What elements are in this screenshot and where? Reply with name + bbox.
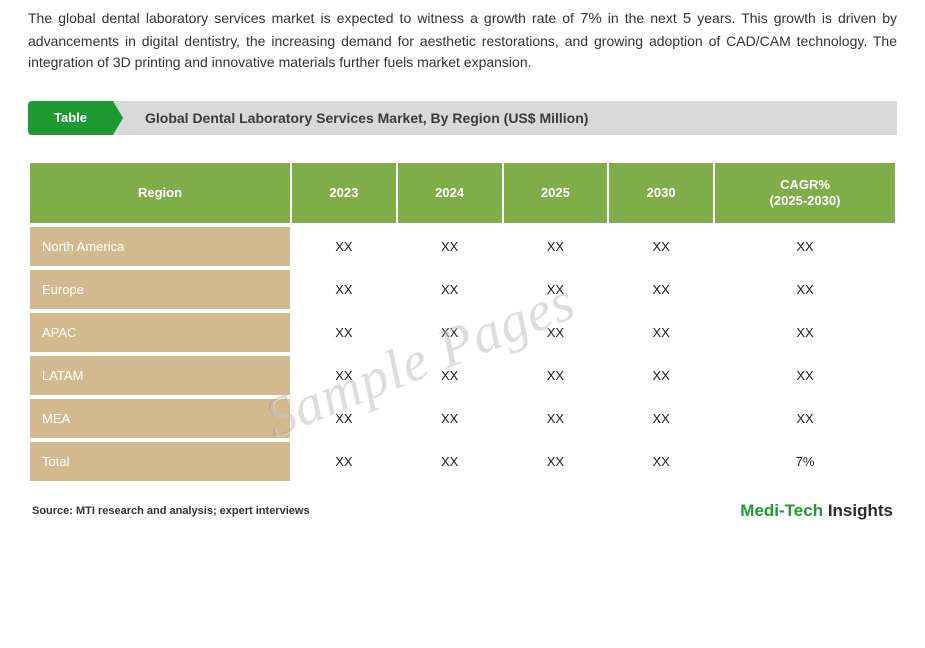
region-cell: LATAM: [30, 356, 290, 395]
value-cell: XX: [398, 442, 502, 481]
value-cell: XX: [398, 313, 502, 352]
value-cell: XX: [504, 227, 608, 266]
table-title-text: Global Dental Laboratory Services Market…: [123, 101, 897, 135]
value-cell: XX: [609, 356, 713, 395]
value-cell: XX: [504, 442, 608, 481]
region-cell: APAC: [30, 313, 290, 352]
intro-growth-rate: 7%: [580, 10, 602, 27]
value-cell: XX: [609, 442, 713, 481]
tab-notch-icon: [113, 101, 123, 135]
value-cell: XX: [609, 227, 713, 266]
col-region: Region: [30, 163, 290, 224]
table-row: APAC XX XX XX XX XX: [30, 313, 895, 352]
value-cell: XX: [609, 399, 713, 438]
value-cell: XX: [504, 313, 608, 352]
value-cell: XX: [292, 442, 396, 481]
source-text: Source: MTI research and analysis; exper…: [32, 505, 310, 517]
market-table: Region 2023 2024 2025 2030 CAGR% (2025-2…: [28, 159, 897, 486]
value-cell: XX: [715, 399, 895, 438]
col-2023: 2023: [292, 163, 396, 224]
brand-green: Medi-Tech: [740, 501, 823, 520]
value-cell: XX: [398, 399, 502, 438]
value-cell: XX: [715, 270, 895, 309]
table-row: LATAM XX XX XX XX XX: [30, 356, 895, 395]
value-cell: XX: [398, 270, 502, 309]
value-cell: XX: [398, 227, 502, 266]
value-cell: XX: [398, 356, 502, 395]
brand-logo: Medi-Tech Insights: [740, 501, 893, 521]
value-cell: XX: [292, 356, 396, 395]
intro-paragraph: The global dental laboratory services ma…: [28, 8, 897, 73]
region-cell: Total: [30, 442, 290, 481]
table-row: MEA XX XX XX XX XX: [30, 399, 895, 438]
col-2024: 2024: [398, 163, 502, 224]
table-row: North America XX XX XX XX XX: [30, 227, 895, 266]
value-cell: 7%: [715, 442, 895, 481]
value-cell: XX: [292, 313, 396, 352]
value-cell: XX: [504, 356, 608, 395]
value-cell: XX: [609, 313, 713, 352]
value-cell: XX: [292, 227, 396, 266]
col-2025: 2025: [504, 163, 608, 224]
intro-text-mid: in the next: [602, 10, 683, 26]
value-cell: XX: [292, 270, 396, 309]
region-cell: MEA: [30, 399, 290, 438]
value-cell: XX: [504, 399, 608, 438]
col-cagr: CAGR% (2025-2030): [715, 163, 895, 224]
value-cell: XX: [715, 313, 895, 352]
col-cagr-line1: CAGR%: [780, 177, 830, 192]
brand-dark: Insights: [823, 501, 893, 520]
table-title-bar: Table Global Dental Laboratory Services …: [28, 101, 897, 135]
table-tab-label: Table: [28, 101, 113, 135]
col-cagr-line2: (2025-2030): [770, 193, 841, 208]
table-row-total: Total XX XX XX XX 7%: [30, 442, 895, 481]
region-cell: Europe: [30, 270, 290, 309]
footer-row: Source: MTI research and analysis; exper…: [28, 501, 897, 521]
value-cell: XX: [292, 399, 396, 438]
table-row: Europe XX XX XX XX XX: [30, 270, 895, 309]
intro-years: 5: [683, 10, 691, 27]
table-header-row: Region 2023 2024 2025 2030 CAGR% (2025-2…: [30, 163, 895, 224]
value-cell: XX: [609, 270, 713, 309]
region-cell: North America: [30, 227, 290, 266]
col-2030: 2030: [609, 163, 713, 224]
intro-text-pre: The global dental laboratory services ma…: [28, 10, 580, 26]
value-cell: XX: [715, 227, 895, 266]
value-cell: XX: [504, 270, 608, 309]
value-cell: XX: [715, 356, 895, 395]
